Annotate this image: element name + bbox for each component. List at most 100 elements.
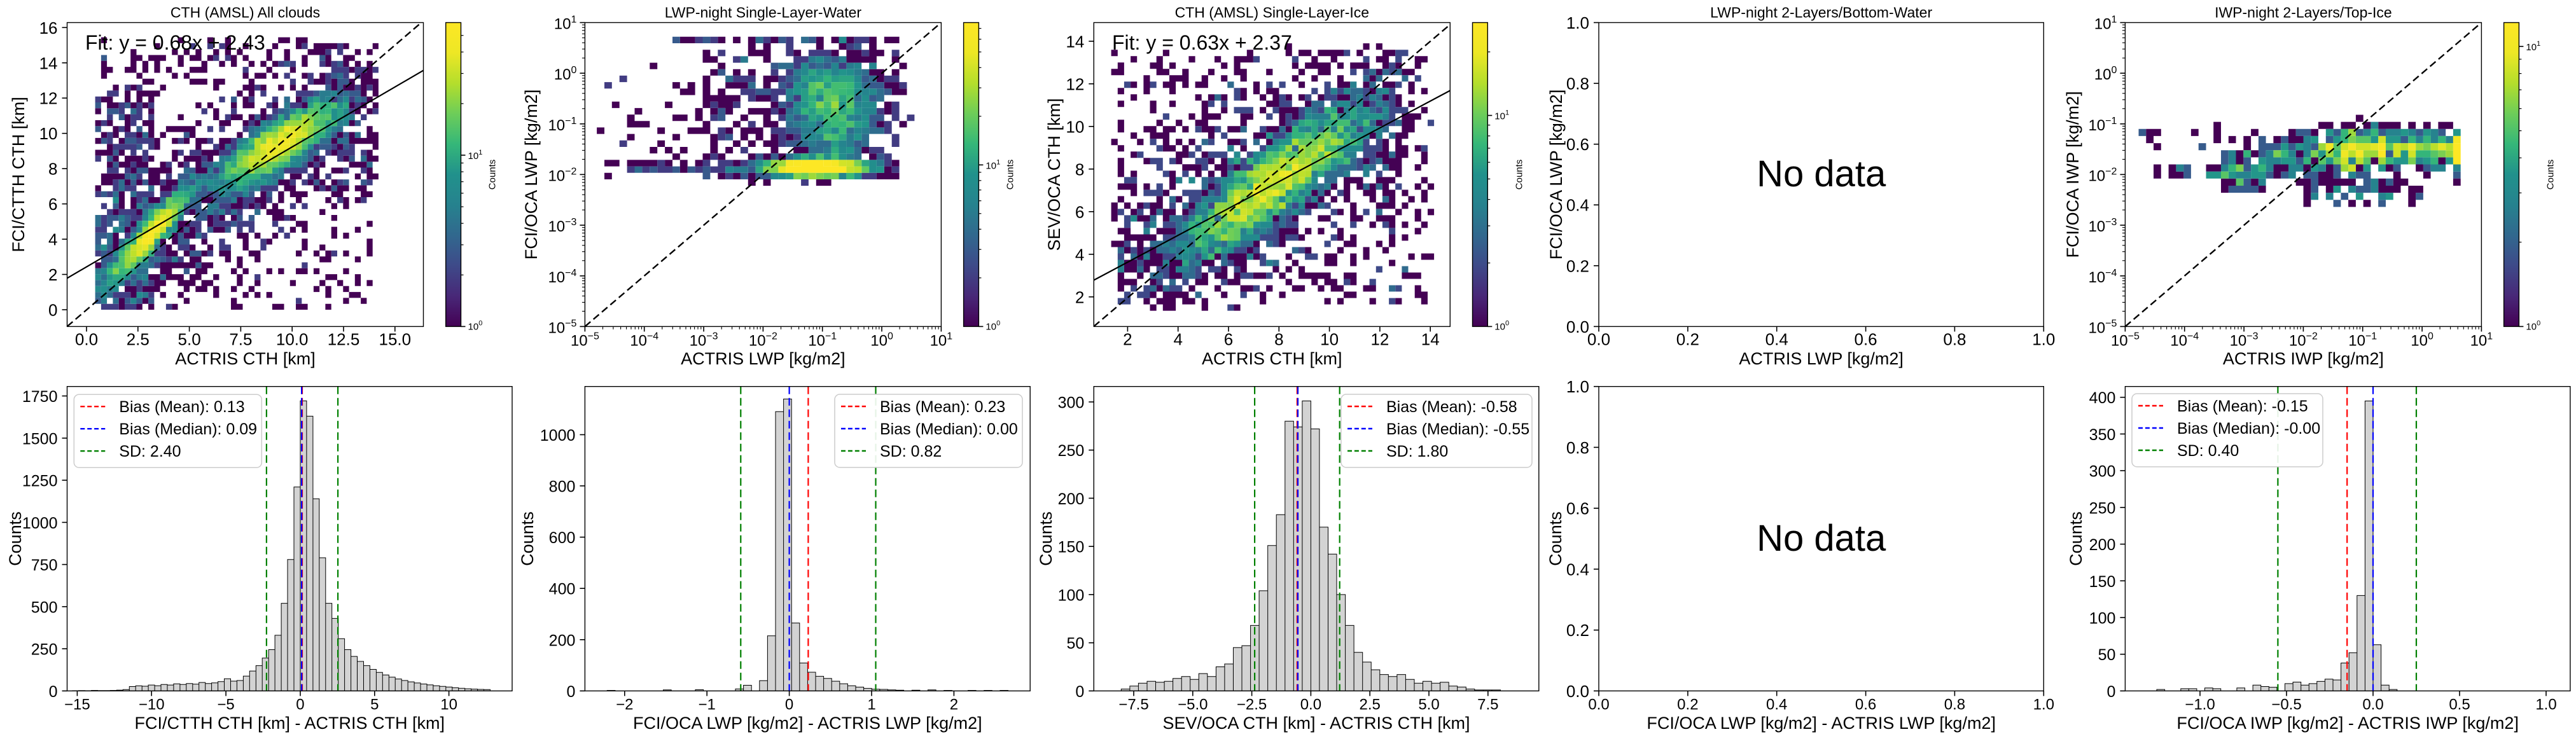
svg-text:ACTRIS CTH [km]: ACTRIS CTH [km] [1202, 349, 1342, 368]
svg-text:Counts: Counts [6, 511, 25, 566]
svg-text:−5.0: −5.0 [1178, 696, 1208, 713]
svg-text:−10: −10 [139, 696, 165, 713]
svg-text:100: 100 [2089, 609, 2116, 627]
svg-text:ACTRIS CTH [km]: ACTRIS CTH [km] [175, 349, 316, 368]
svg-text:250: 250 [2089, 499, 2116, 517]
svg-text:1000: 1000 [540, 427, 576, 445]
svg-text:5: 5 [370, 696, 379, 713]
svg-text:Bias (Median): 0.00: Bias (Median): 0.00 [880, 420, 1018, 438]
svg-text:SD: 0.40: SD: 0.40 [2177, 442, 2239, 460]
svg-text:Bias (Mean): 0.23: Bias (Mean): 0.23 [880, 398, 1005, 416]
svg-text:LWP-night 2-Layers/Bottom-Wate: LWP-night 2-Layers/Bottom-Water [1710, 4, 1932, 21]
svg-text:Counts: Counts [1036, 511, 1055, 566]
svg-text:FCI/CTTH CTH [km] - ACTRIS CTH: FCI/CTTH CTH [km] - ACTRIS CTH [km] [135, 714, 445, 733]
svg-text:FCI/OCA IWP [kg/m2] - ACTRIS I: FCI/OCA IWP [kg/m2] - ACTRIS IWP [kg/m2] [2176, 714, 2519, 733]
svg-text:Counts: Counts [487, 160, 498, 190]
svg-text:−15: −15 [64, 696, 90, 713]
svg-text:FCI/OCA LWP [kg/m2]: FCI/OCA LWP [kg/m2] [522, 90, 541, 260]
svg-text:SD: 2.40: SD: 2.40 [119, 443, 181, 460]
svg-text:0.6: 0.6 [1566, 135, 1589, 154]
svg-text:Counts: Counts [2066, 511, 2085, 566]
svg-text:0.0: 0.0 [1566, 682, 1589, 701]
svg-text:2.5: 2.5 [1360, 696, 1381, 713]
svg-text:0.6: 0.6 [1855, 329, 1877, 349]
svg-text:8: 8 [1274, 329, 1283, 349]
svg-text:4: 4 [1075, 245, 1084, 264]
svg-text:12: 12 [1066, 74, 1084, 93]
svg-text:FCI/OCA LWP [kg/m2]: FCI/OCA LWP [kg/m2] [1547, 90, 1566, 260]
svg-text:0.4: 0.4 [1765, 329, 1788, 349]
svg-text:6: 6 [1224, 329, 1233, 349]
svg-text:2.5: 2.5 [127, 329, 150, 349]
svg-text:800: 800 [549, 478, 576, 496]
svg-text:10−2: 10−2 [548, 166, 576, 184]
svg-text:0.2: 0.2 [1677, 696, 1698, 713]
svg-text:−0.5: −0.5 [2271, 696, 2301, 713]
svg-text:8: 8 [1075, 160, 1084, 179]
svg-text:1.0: 1.0 [2032, 329, 2055, 349]
svg-text:0.0: 0.0 [2362, 696, 2383, 713]
svg-text:Fit: y = 0.68x + 2.43: Fit: y = 0.68x + 2.43 [85, 31, 265, 54]
svg-text:750: 750 [31, 556, 58, 574]
svg-text:−1: −1 [699, 696, 716, 713]
svg-text:SEV/OCA CTH [km]: SEV/OCA CTH [km] [1045, 98, 1064, 251]
svg-text:0.5: 0.5 [2449, 696, 2470, 713]
svg-text:0.8: 0.8 [1566, 438, 1589, 457]
svg-text:FCI/OCA LWP [kg/m2] - ACTRIS L: FCI/OCA LWP [kg/m2] - ACTRIS LWP [kg/m2] [1647, 714, 1996, 733]
svg-text:150: 150 [2089, 573, 2116, 591]
svg-text:1.0: 1.0 [1566, 13, 1589, 32]
svg-text:14: 14 [1066, 32, 1084, 51]
svg-text:0.6: 0.6 [1566, 499, 1589, 518]
svg-text:Bias (Median): -0.55: Bias (Median): -0.55 [1386, 420, 1529, 438]
svg-text:Bias (Median): 0.09: Bias (Median): 0.09 [119, 420, 257, 438]
svg-text:10−3: 10−3 [2230, 331, 2259, 349]
svg-text:12: 12 [1370, 329, 1389, 349]
svg-text:0.8: 0.8 [1566, 74, 1589, 93]
svg-text:0.4: 0.4 [1566, 196, 1589, 215]
svg-text:CTH (AMSL) Single-Layer-Ice: CTH (AMSL) Single-Layer-Ice [1175, 4, 1369, 21]
svg-text:600: 600 [549, 529, 576, 547]
svg-text:10−2: 10−2 [2088, 166, 2117, 184]
svg-text:50: 50 [2098, 646, 2116, 664]
svg-text:300: 300 [1058, 394, 1085, 411]
svg-text:Counts: Counts [1005, 160, 1015, 190]
svg-text:1.0: 1.0 [2033, 696, 2054, 713]
svg-text:SEV/OCA CTH [km] - ACTRIS CTH: SEV/OCA CTH [km] - ACTRIS CTH [km] [1163, 714, 1470, 733]
svg-text:14: 14 [1421, 329, 1440, 349]
svg-text:10: 10 [440, 696, 457, 713]
svg-text:10.0: 10.0 [276, 329, 309, 349]
svg-text:−5: −5 [217, 696, 234, 713]
svg-text:0.2: 0.2 [1566, 256, 1589, 275]
svg-text:10−1: 10−1 [2088, 116, 2117, 134]
svg-text:−2.5: −2.5 [1237, 696, 1267, 713]
svg-text:350: 350 [2089, 426, 2116, 444]
svg-text:1.0: 1.0 [2535, 696, 2556, 713]
svg-text:−2: −2 [616, 696, 633, 713]
svg-text:200: 200 [2089, 536, 2116, 554]
svg-text:12: 12 [39, 89, 58, 108]
svg-text:12.5: 12.5 [328, 329, 360, 349]
svg-text:No data: No data [1757, 518, 1886, 559]
svg-text:FCI/CTTH CTH [km]: FCI/CTTH CTH [km] [9, 97, 28, 252]
svg-text:1: 1 [867, 696, 875, 713]
svg-text:−1.0: −1.0 [2185, 696, 2215, 713]
svg-text:4: 4 [48, 230, 57, 249]
svg-text:0.0: 0.0 [1588, 696, 1609, 713]
svg-text:1000: 1000 [22, 515, 58, 532]
svg-text:7.5: 7.5 [229, 329, 252, 349]
svg-text:10: 10 [39, 124, 58, 143]
svg-text:CTH (AMSL) All clouds: CTH (AMSL) All clouds [171, 4, 320, 21]
svg-text:10−1: 10−1 [2348, 331, 2377, 349]
svg-text:1250: 1250 [22, 473, 58, 490]
svg-text:IWP-night 2-Layers/Top-Ice: IWP-night 2-Layers/Top-Ice [2215, 4, 2392, 21]
svg-text:200: 200 [549, 632, 576, 649]
svg-text:0.8: 0.8 [1944, 696, 1965, 713]
svg-text:400: 400 [2089, 389, 2116, 407]
svg-text:LWP-night Single-Layer-Water: LWP-night Single-Layer-Water [665, 4, 862, 21]
svg-text:2: 2 [950, 696, 958, 713]
svg-text:Counts: Counts [518, 511, 537, 566]
svg-text:2: 2 [1075, 287, 1084, 307]
svg-text:8: 8 [48, 160, 57, 179]
svg-text:Bias (Mean): 0.13: Bias (Mean): 0.13 [119, 398, 244, 416]
svg-text:ACTRIS LWP [kg/m2]: ACTRIS LWP [kg/m2] [681, 349, 846, 368]
